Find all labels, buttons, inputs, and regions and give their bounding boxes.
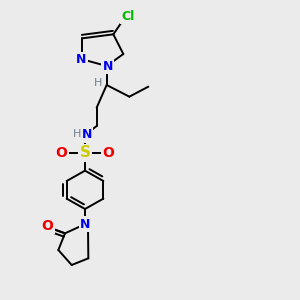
Text: O: O xyxy=(56,146,68,160)
Text: N: N xyxy=(82,128,92,142)
Text: N: N xyxy=(80,218,90,230)
Text: H: H xyxy=(94,78,102,88)
Text: H: H xyxy=(73,129,81,139)
Text: Cl: Cl xyxy=(122,10,135,23)
Text: O: O xyxy=(102,146,114,160)
Text: N: N xyxy=(76,53,86,66)
Text: S: S xyxy=(80,145,91,160)
Text: N: N xyxy=(103,59,113,73)
Text: O: O xyxy=(41,219,53,233)
